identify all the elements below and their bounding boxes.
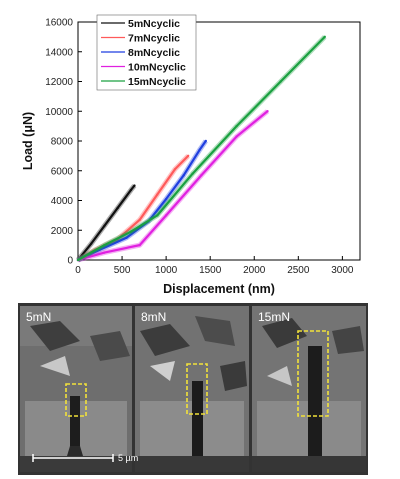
y-tick-label: 14000 (45, 47, 73, 58)
series-line-8mNcyclic (77, 140, 207, 261)
data-point-5mNcyclic (90, 242, 93, 245)
micrograph-5mn-image (20, 306, 132, 472)
series-layer (76, 35, 327, 263)
data-point-7mNcyclic (156, 193, 159, 196)
y-tick-label: 10000 (45, 107, 73, 118)
y-tick-label: 6000 (51, 166, 74, 177)
data-point-8mNcyclic (164, 197, 168, 201)
micrograph-15mn-image (252, 306, 366, 472)
y-tick-label: 0 (67, 256, 73, 267)
highlight-box-8mn (186, 363, 208, 415)
x-tick-label: 1500 (199, 265, 222, 276)
x-tick-label: 1000 (155, 265, 178, 276)
x-tick-label: 3000 (331, 265, 354, 276)
micrograph-label: 15mN (258, 310, 291, 324)
legend-label-15mNcyclic: 15mNcyclic (128, 76, 186, 88)
series-line-10mNcyclic (77, 110, 269, 262)
data-point-15mNcyclic (279, 80, 282, 83)
x-tick-label: 0 (75, 265, 81, 276)
data-point-15mNcyclic (235, 124, 238, 128)
series-line-15mNcyclic (77, 36, 326, 261)
x-axis-title: Displacement (nm) (163, 282, 275, 296)
micrograph-panel-15mn: 15mN (252, 306, 366, 472)
data-point-10mNcyclic (138, 243, 141, 247)
legend-label-7mNcyclic: 7mNcyclic (128, 32, 180, 44)
micrograph-panel-8mn: 8mN (135, 306, 249, 472)
scale-bar (32, 454, 114, 462)
data-point-15mNcyclic (156, 214, 159, 217)
data-point-8mNcyclic (198, 148, 201, 152)
micrograph-8mn-image (135, 306, 249, 472)
data-point-10mNcyclic (164, 214, 168, 217)
x-tick-label: 2000 (243, 265, 266, 276)
data-point-10mNcyclic (266, 110, 269, 113)
scale-bar-label: 5 µm (118, 453, 139, 463)
data-point-5mNcyclic (103, 224, 106, 227)
data-point-7mNcyclic (138, 218, 141, 222)
y-tick-label: 2000 (51, 226, 74, 237)
legend-label-10mNcyclic: 10mNcyclic (128, 61, 186, 73)
y-tick-label: 4000 (51, 196, 74, 207)
y-tick-label: 12000 (45, 77, 73, 88)
data-point-15mNcyclic (103, 243, 106, 247)
highlight-box-5mn (65, 383, 87, 417)
data-point-8mNcyclic (182, 174, 185, 177)
data-point-7mNcyclic (186, 154, 190, 158)
micrograph-panel-5mn: 5mN (20, 306, 132, 472)
axis-ticks: 0 500 1000 1500 2000 2500 3000 0 2000 4000 6000 800… (45, 18, 354, 277)
data-point-15mNcyclic (129, 230, 133, 233)
load-displacement-chart: 0 500 1000 1500 2000 2500 3000 0 2000 4000 6000 800… (21, 14, 361, 296)
data-point-5mNcyclic (133, 184, 136, 187)
legend-label-5mNcyclic: 5mNcyclic (128, 18, 180, 30)
data-point-5mNcyclic (116, 206, 119, 210)
data-point-15mNcyclic (191, 172, 194, 175)
y-axis-title: Load (μN) (21, 112, 35, 170)
data-point-10mNcyclic (235, 135, 238, 138)
x-tick-label: 500 (114, 265, 131, 276)
data-point-15mNcyclic (323, 35, 326, 39)
data-point-5mNcyclic (129, 188, 133, 192)
legend-label-8mNcyclic: 8mNcyclic (128, 47, 180, 59)
legend: 5mNcyclic 7mNcyclic 8mNcyclic 10mNcyclic 15m… (96, 14, 197, 91)
y-tick-label: 16000 (45, 18, 73, 29)
data-point-7mNcyclic (173, 168, 177, 171)
highlight-box-15mn (297, 330, 329, 417)
data-point-8mNcyclic (204, 139, 207, 143)
data-point-10mNcyclic (103, 251, 106, 254)
micrograph-label: 5mN (26, 310, 52, 324)
y-tick-label: 8000 (51, 137, 74, 148)
data-point-10mNcyclic (200, 174, 203, 177)
micrograph-strip: 5mN 8mN (18, 303, 368, 475)
x-tick-label: 2500 (287, 265, 310, 276)
micrograph-label: 8mN (141, 310, 167, 324)
data-point-8mNcyclic (125, 236, 128, 239)
data-point-15mNcyclic (76, 258, 80, 262)
